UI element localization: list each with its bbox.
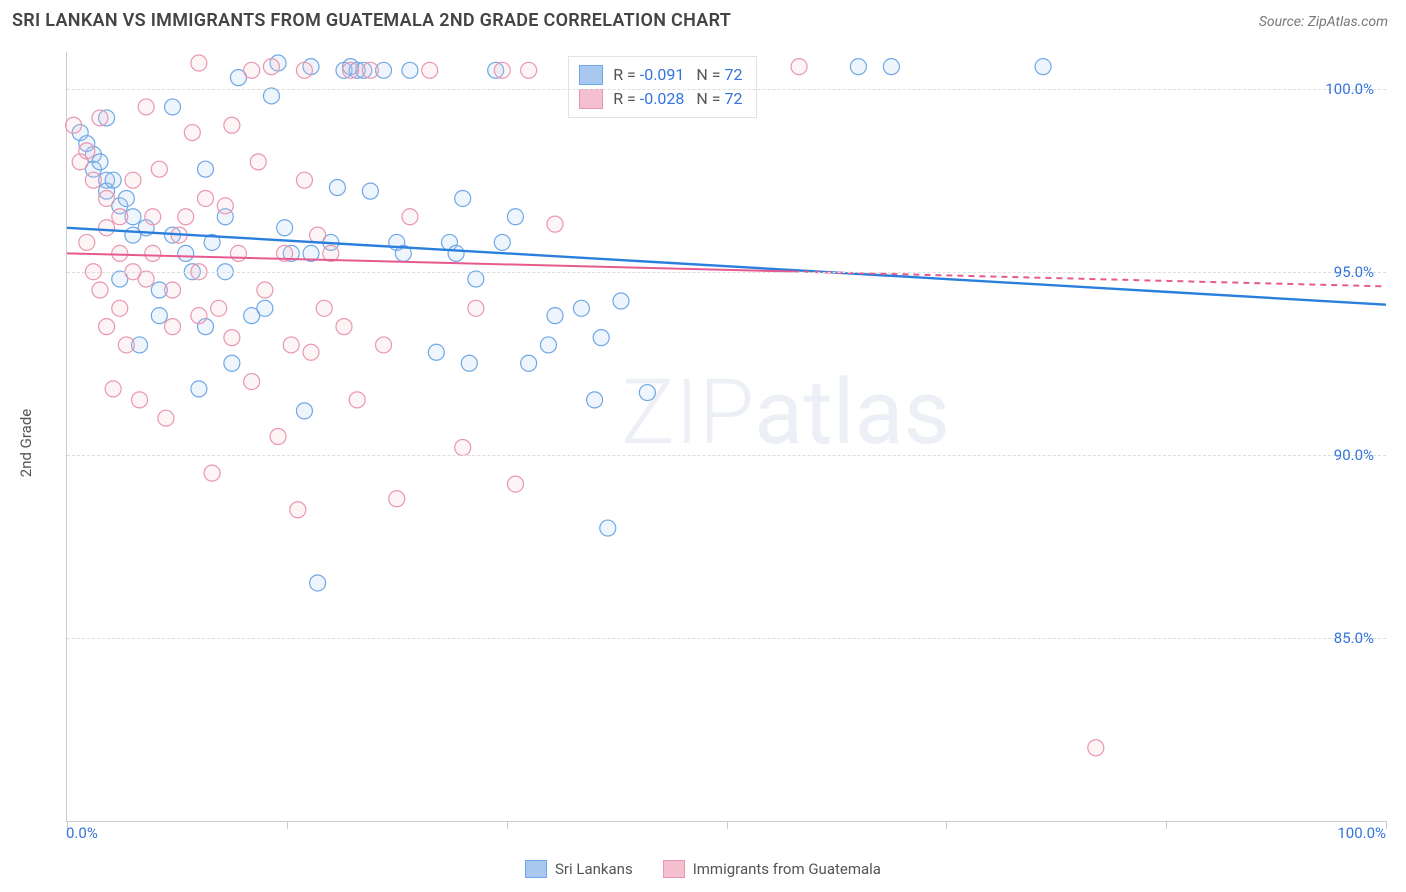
y-tick-label: 85.0% xyxy=(1334,629,1374,647)
stats-legend-text: R = -0.028 N = 72 xyxy=(613,87,742,111)
legend-swatch xyxy=(525,860,547,878)
stats-legend-row: R = -0.091 N = 72 xyxy=(579,63,742,87)
x-tick xyxy=(507,821,508,829)
x-tick xyxy=(1166,821,1167,829)
legend-swatch xyxy=(663,860,685,878)
series-legend-label: Immigrants from Guatemala xyxy=(693,860,881,878)
trendlines-svg xyxy=(67,52,1386,821)
gridline xyxy=(67,638,1386,639)
chart-title: SRI LANKAN VS IMMIGRANTS FROM GUATEMALA … xyxy=(12,10,731,31)
x-tick xyxy=(287,821,288,829)
trend-line xyxy=(67,253,792,271)
stats-legend-row: R = -0.028 N = 72 xyxy=(579,87,742,111)
series-legend-item: Immigrants from Guatemala xyxy=(663,860,881,878)
series-legend: Sri Lankans Immigrants from Guatemala xyxy=(525,860,881,878)
gridline xyxy=(67,455,1386,456)
x-tick xyxy=(727,821,728,829)
trend-line xyxy=(67,228,1386,305)
legend-swatch xyxy=(579,89,603,109)
x-tick xyxy=(946,821,947,829)
stats-legend: R = -0.091 N = 72R = -0.028 N = 72 xyxy=(568,56,757,118)
y-tick-label: 95.0% xyxy=(1334,263,1374,281)
trend-line xyxy=(792,272,1386,287)
gridline xyxy=(67,89,1386,90)
series-legend-label: Sri Lankans xyxy=(555,860,633,878)
legend-swatch xyxy=(579,65,603,85)
source-label: Source: ZipAtlas.com xyxy=(1259,14,1388,30)
x-axis-max-label: 100.0% xyxy=(1337,824,1386,842)
plot-region: ZIPatlas R = -0.091 N = 72R = -0.028 N =… xyxy=(66,52,1386,822)
x-tick xyxy=(1386,821,1387,829)
chart-area: 2nd Grade ZIPatlas R = -0.091 N = 72R = … xyxy=(12,44,1392,842)
series-legend-item: Sri Lankans xyxy=(525,860,633,878)
gridline xyxy=(67,272,1386,273)
y-tick-label: 90.0% xyxy=(1334,446,1374,464)
y-tick-label: 100.0% xyxy=(1325,80,1374,98)
x-axis-min-label: 0.0% xyxy=(66,824,98,842)
y-axis-label: 2nd Grade xyxy=(17,409,35,477)
stats-legend-text: R = -0.091 N = 72 xyxy=(613,63,742,87)
